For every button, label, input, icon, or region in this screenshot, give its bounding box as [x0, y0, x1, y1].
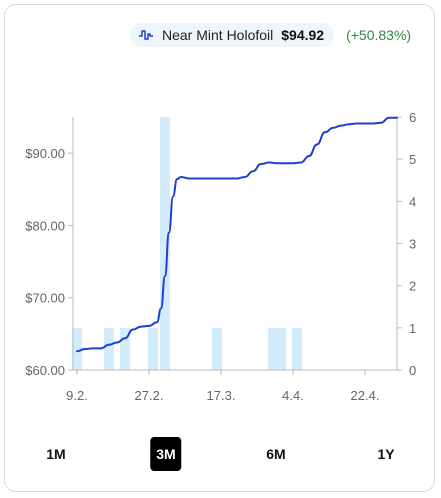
sales-bar	[148, 327, 158, 370]
range-button-1m[interactable]: 1M	[46, 446, 66, 462]
left-tick-label: $80.00	[25, 218, 65, 233]
price-line	[76, 116, 398, 353]
right-tick-label: 3	[409, 237, 416, 252]
right-tick-label: 1	[409, 321, 416, 336]
range-button-3m[interactable]: 3M	[150, 437, 182, 471]
right-tick-label: 4	[409, 194, 416, 209]
chart-legend: Near Mint Holofoil $94.92 (+50.83%)	[130, 22, 411, 48]
sales-bar	[160, 117, 170, 370]
left-tick-label: $70.00	[25, 291, 65, 306]
left-tick-label: $60.00	[25, 363, 65, 378]
right-tick-label: 0	[409, 363, 416, 378]
price-history-card	[4, 4, 435, 492]
x-tick-label: 27.2.	[135, 388, 164, 403]
sales-bar	[212, 327, 222, 370]
right-tick-label: 5	[409, 152, 416, 167]
x-tick-label: 17.3.	[207, 388, 236, 403]
sales-bar	[276, 327, 286, 370]
x-tick-label: 9.2.	[66, 388, 88, 403]
sales-bar	[72, 327, 82, 370]
legend-change: (+50.83%)	[346, 27, 412, 43]
legend-price: $94.92	[281, 27, 325, 43]
sales-bar	[268, 327, 278, 370]
right-tick-label: 2	[409, 279, 416, 294]
range-button-6m[interactable]: 6M	[266, 446, 286, 462]
range-selector: 1M 3M 6M 1Y	[0, 437, 441, 473]
sales-bar	[292, 327, 302, 370]
range-button-1y[interactable]: 1Y	[377, 446, 395, 462]
legend-pill[interactable]: Near Mint Holofoil $94.92	[130, 23, 335, 47]
step-line-icon	[139, 30, 153, 40]
price-chart: $60.00 $70.00 $80.00 $90.00 0 1 2 3 4 5 6 9.2. 27.2.…	[25, 110, 416, 403]
legend-series-name: Near Mint Holofoil	[162, 27, 274, 43]
right-tick-label: 6	[409, 110, 416, 125]
x-tick-label: 22.4.	[351, 388, 380, 403]
x-tick-label: 4.4.	[282, 388, 304, 403]
sales-bar	[120, 327, 130, 370]
left-tick-label: $90.00	[25, 146, 65, 161]
sales-bar	[104, 327, 114, 370]
